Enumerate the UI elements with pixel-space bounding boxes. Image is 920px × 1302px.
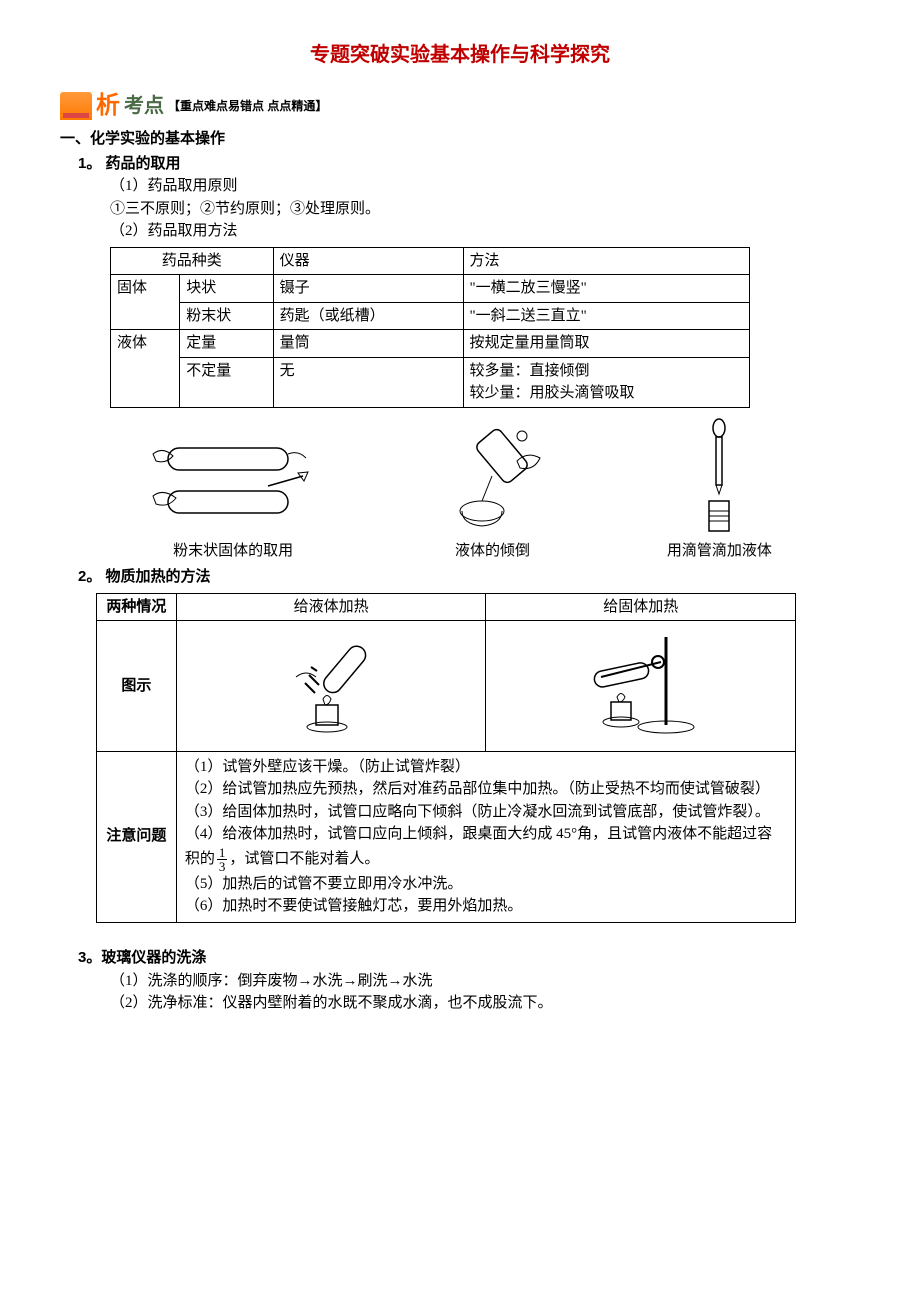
note-4: （4）给液体加热时，试管口应向上倾斜，跟桌面大约成 45°角，且试管内液体不能超… xyxy=(185,823,787,873)
t1-r1c1: 固体 xyxy=(111,275,180,330)
liquid-pour-icon xyxy=(422,416,562,536)
illus-pour-caption: 液体的倾倒 xyxy=(422,540,562,563)
sub-1-heading: 1。 药品的取用 xyxy=(78,153,860,176)
note-6: （6）加热时不要使试管接触灯芯，要用外焰加热。 xyxy=(185,895,787,918)
t2-r3h: 注意问题 xyxy=(97,751,177,922)
dropper-icon xyxy=(679,416,759,536)
t1-r4c4: 较多量：直接倾倒 较少量：用胶头滴管吸取 xyxy=(463,357,750,407)
t1-h2: 仪器 xyxy=(273,247,463,275)
illus-dropper-caption: 用滴管滴加液体 xyxy=(667,540,772,563)
illus-powder: 粉末状固体的取用 xyxy=(148,436,318,563)
t1-r3c2: 定量 xyxy=(180,330,273,358)
sub-3-heading: 3。玻璃仪器的洗涤 xyxy=(78,947,860,970)
para-3-1: （1）洗涤的顺序：倒弃废物→水洗→刷洗→水洗 xyxy=(110,970,860,993)
heat-solid-icon xyxy=(566,627,716,737)
t1-h3: 方法 xyxy=(463,247,750,275)
t1-r1c4: "一横二放三慢竖" xyxy=(463,275,750,303)
illus-powder-caption: 粉末状固体的取用 xyxy=(148,540,318,563)
para-1-1: （1）药品取用原则 xyxy=(110,175,860,198)
kaodian-subtitle: 【重点难点易错点 点点精通】 xyxy=(168,97,327,115)
reagent-table: 药品种类 仪器 方法 固体 块状 镊子 "一横二放三慢竖" 粉末状 药匙（或纸槽… xyxy=(110,247,750,408)
xi-label: 析 xyxy=(96,88,120,124)
t1-r3c1: 液体 xyxy=(111,330,180,408)
t1-r1c3: 镊子 xyxy=(273,275,463,303)
illus-pour: 液体的倾倒 xyxy=(422,416,562,563)
heating-table: 两种情况 给液体加热 给固体加热 图示 xyxy=(96,593,796,923)
t2-h3: 给固体加热 xyxy=(486,593,796,621)
book-icon xyxy=(60,92,92,120)
page-title: 专题突破实验基本操作与科学探究 xyxy=(60,40,860,70)
para-1-3: （2）药品取用方法 xyxy=(110,220,860,243)
t1-r4c3: 无 xyxy=(273,357,463,407)
illustration-row: 粉末状固体的取用 液体的倾倒 用滴管滴加液体 xyxy=(96,416,824,563)
t1-r3c3: 量筒 xyxy=(273,330,463,358)
note-5: （5）加热后的试管不要立即用冷水冲洗。 xyxy=(185,873,787,896)
kaodian-label: 考点 xyxy=(124,91,164,121)
section-1-heading: 一、化学实验的基本操作 xyxy=(60,128,860,151)
t2-notes: （1）试管外壁应该干燥。（防止试管炸裂） （2）给试管加热应先预热，然后对准药品… xyxy=(176,751,795,922)
t1-r1c2: 块状 xyxy=(180,275,273,303)
note-1: （1）试管外壁应该干燥。（防止试管炸裂） xyxy=(185,756,787,779)
note-3: （3）给固体加热时，试管口应略向下倾斜（防止冷凝水回流到试管底部，使试管炸裂）。 xyxy=(185,801,787,824)
t1-r3c4: 按规定量用量筒取 xyxy=(463,330,750,358)
t2-r2h: 图示 xyxy=(97,621,177,752)
t2-h1: 两种情况 xyxy=(97,593,177,621)
t1-r2c4: "一斜二送三直立" xyxy=(463,302,750,330)
t1-h1: 药品种类 xyxy=(111,247,274,275)
sub-2-heading: 2。 物质加热的方法 xyxy=(78,566,860,589)
note-2: （2）给试管加热应先预热，然后对准药品部位集中加热。（防止受热不均而使试管破裂） xyxy=(185,778,787,801)
kaodian-header: 析 考点 【重点难点易错点 点点精通】 xyxy=(60,88,860,124)
t1-r2c3: 药匙（或纸槽） xyxy=(273,302,463,330)
t1-r4c2: 不定量 xyxy=(180,357,273,407)
t2-liquid-heat-illus xyxy=(176,621,486,752)
t2-solid-heat-illus xyxy=(486,621,796,752)
t2-h2: 给液体加热 xyxy=(176,593,486,621)
illus-dropper: 用滴管滴加液体 xyxy=(667,416,772,563)
powder-solid-icon xyxy=(148,436,318,536)
para-1-2: ①三不原则；②节约原则；③处理原则。 xyxy=(110,198,860,221)
para-3-2: （2）洗净标准：仪器内壁附着的水既不聚成水滴，也不成股流下。 xyxy=(110,992,860,1015)
t1-r2c2: 粉末状 xyxy=(180,302,273,330)
heat-liquid-icon xyxy=(261,627,401,737)
